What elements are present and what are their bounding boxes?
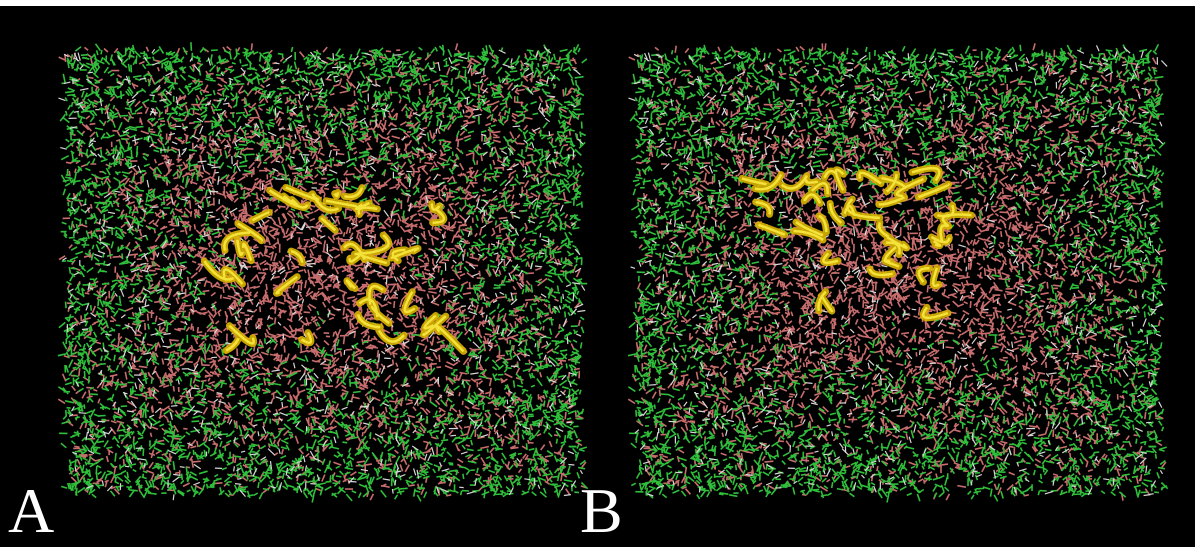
panel-label: A <box>8 475 54 546</box>
figure: A B <box>0 0 1195 547</box>
panel-label: B <box>580 475 623 546</box>
page: {"panels": [{"label": "A"}, {"label": "B… <box>0 0 1195 547</box>
